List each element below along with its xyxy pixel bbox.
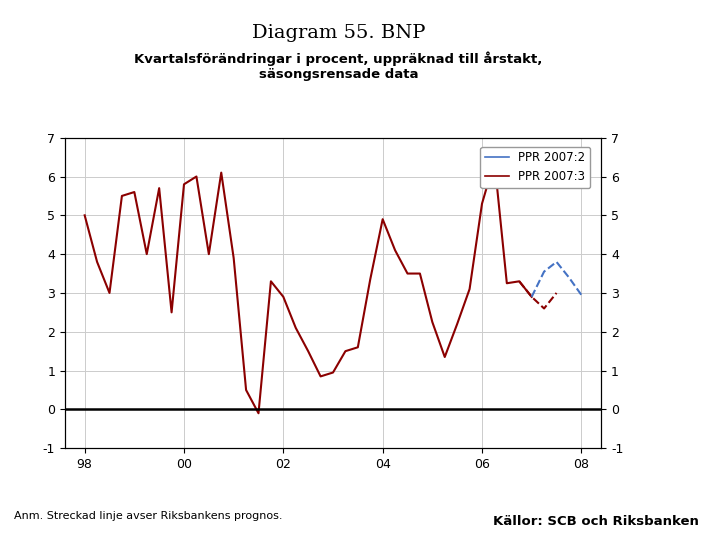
Text: Kvartalsförändringar i procent, uppräknad till årstakt,
säsongsrensade data: Kvartalsförändringar i procent, uppräkna…	[134, 51, 543, 81]
Text: Anm. Streckad linje avser Riksbankens prognos.: Anm. Streckad linje avser Riksbankens pr…	[14, 511, 283, 521]
Text: SVERIGES
RIKSBANK: SVERIGES RIKSBANK	[635, 77, 679, 97]
Text: Diagram 55. BNP: Diagram 55. BNP	[252, 24, 425, 42]
Text: Källor: SCB och Riksbanken: Källor: SCB och Riksbanken	[492, 515, 698, 528]
Legend: PPR 2007:2, PPR 2007:3: PPR 2007:2, PPR 2007:3	[480, 147, 590, 188]
